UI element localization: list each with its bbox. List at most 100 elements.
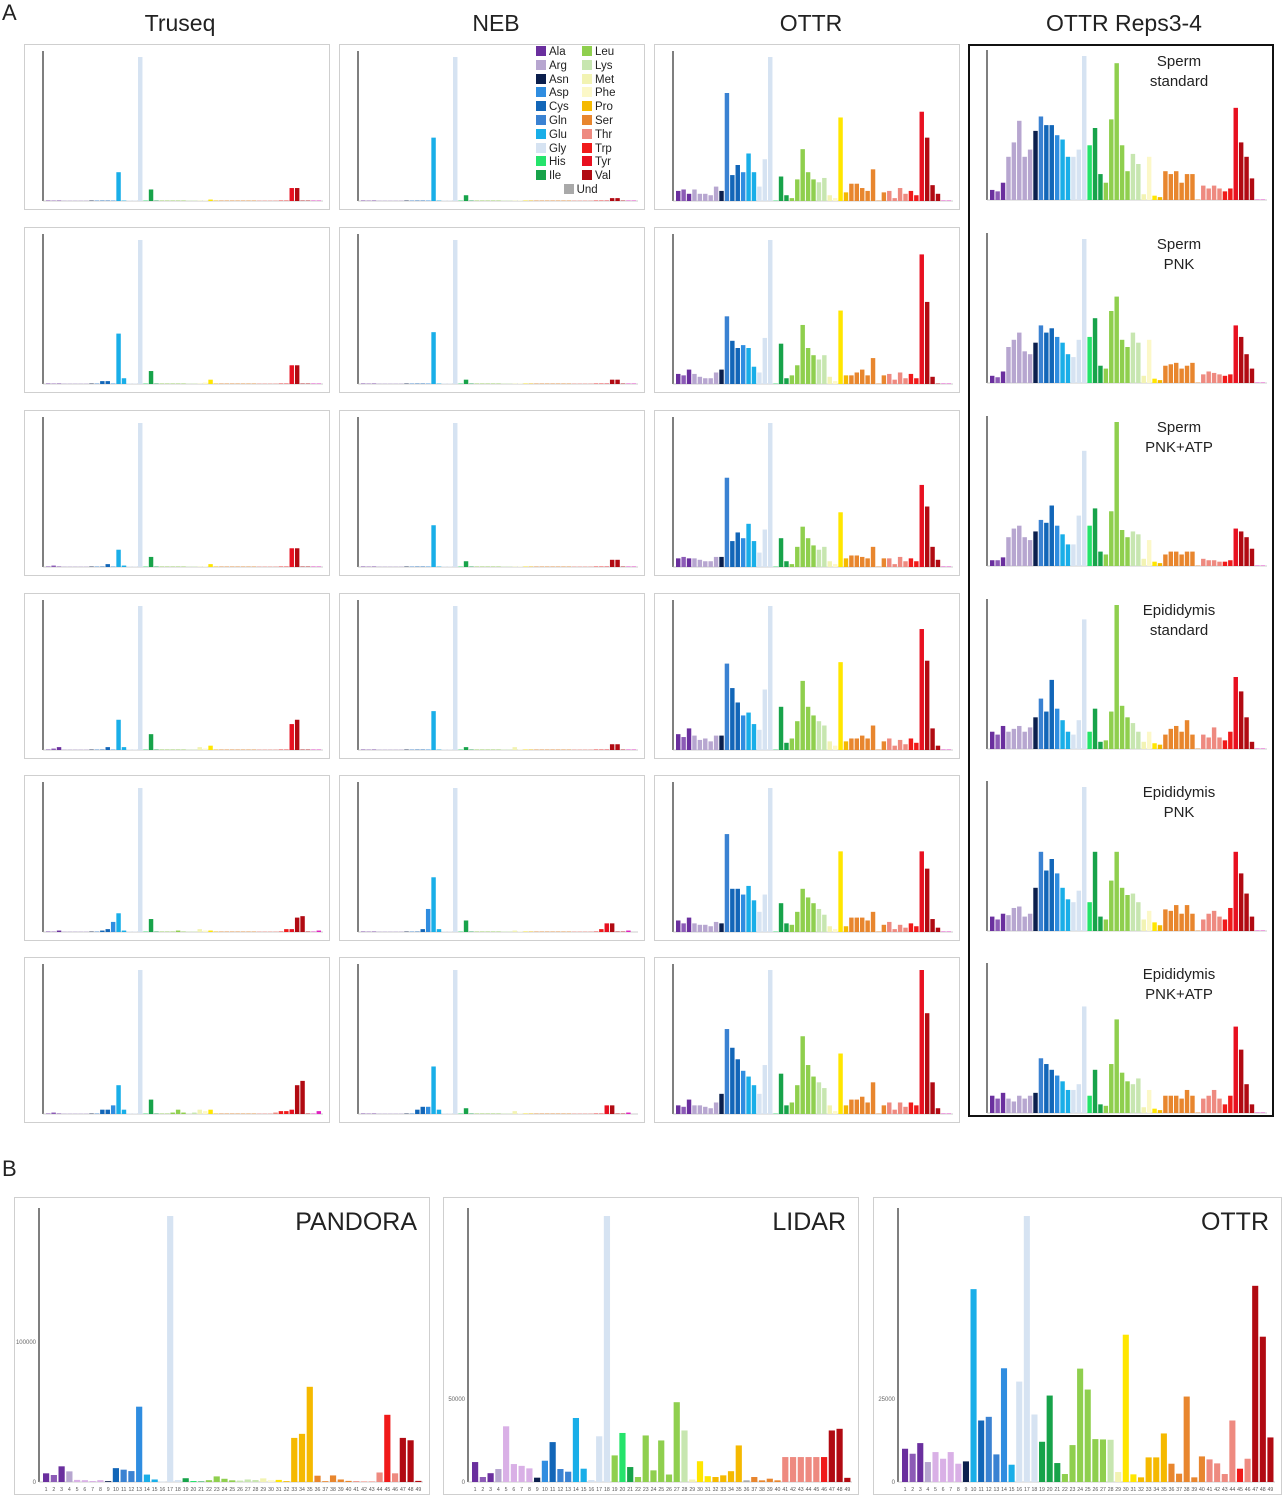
bar xyxy=(1244,1084,1249,1113)
bar xyxy=(811,715,816,750)
bar xyxy=(1206,560,1211,566)
bar xyxy=(914,1105,919,1114)
bar xyxy=(908,190,914,201)
bar xyxy=(870,358,876,384)
x-tick-label: 11 xyxy=(121,1487,126,1493)
x-tick-label: 4 xyxy=(926,1487,929,1493)
bar xyxy=(121,747,127,750)
bar xyxy=(881,1105,887,1114)
legend-label: Asn xyxy=(549,73,569,86)
bar xyxy=(463,920,469,932)
x-tick-label: 2 xyxy=(52,1487,55,1493)
y-tick-label: 25000 xyxy=(878,1397,895,1403)
x-tick-label: 43 xyxy=(369,1487,375,1493)
bar xyxy=(897,1102,903,1114)
bar xyxy=(534,1477,541,1482)
bar xyxy=(1060,720,1065,749)
bar xyxy=(431,877,436,932)
bar xyxy=(768,970,773,1114)
x-tick-label: 8 xyxy=(528,1487,531,1493)
bar xyxy=(431,525,436,567)
bar xyxy=(479,1477,486,1482)
bar xyxy=(740,345,746,384)
bar xyxy=(832,929,838,932)
bar xyxy=(778,1073,784,1114)
bar xyxy=(1082,619,1087,749)
x-tick-label: 2 xyxy=(911,1487,914,1493)
bar xyxy=(1136,902,1141,931)
bar xyxy=(1228,560,1233,566)
legend-swatch xyxy=(582,156,592,167)
bar xyxy=(1214,1463,1221,1482)
x-tick-label: 26 xyxy=(1092,1487,1098,1493)
condition-label: Sperm PNK+ATP xyxy=(1119,418,1239,458)
bar xyxy=(1011,528,1017,566)
bar xyxy=(995,191,1000,200)
bar xyxy=(713,372,719,384)
bar xyxy=(908,373,914,384)
x-tick-label: 21 xyxy=(627,1487,633,1493)
bar xyxy=(1103,1105,1109,1113)
bar xyxy=(713,556,719,567)
bar xyxy=(1130,893,1136,931)
bar xyxy=(914,926,919,932)
bar xyxy=(903,561,908,567)
bar xyxy=(1141,194,1146,200)
x-tick-label: 8 xyxy=(957,1487,960,1493)
bar xyxy=(1141,558,1146,566)
bar xyxy=(730,688,735,750)
bar xyxy=(870,169,876,201)
bar xyxy=(1184,174,1190,200)
bar xyxy=(1236,1468,1244,1482)
bar xyxy=(1157,744,1163,749)
x-tick-label: 37 xyxy=(1176,1487,1182,1493)
bar xyxy=(1103,919,1109,931)
bar xyxy=(294,188,300,201)
bar xyxy=(138,240,143,384)
bar xyxy=(1244,354,1249,383)
bar xyxy=(784,378,789,384)
bar-chart-svg xyxy=(672,782,953,933)
bar xyxy=(609,198,615,201)
bar xyxy=(789,564,795,567)
bar xyxy=(1065,354,1071,383)
bar xyxy=(1217,188,1222,200)
bar-panel-r2-c0 xyxy=(24,410,330,576)
bar xyxy=(1190,174,1195,200)
bar xyxy=(580,1468,587,1482)
bar xyxy=(512,747,517,750)
bar xyxy=(1060,342,1065,383)
panel-letter-b: B xyxy=(2,1156,17,1181)
bar xyxy=(415,1109,420,1114)
bar-panel-r4-c3 xyxy=(969,775,1273,939)
bar xyxy=(832,745,838,750)
bar xyxy=(849,183,854,201)
bar xyxy=(1082,1006,1087,1113)
bar xyxy=(197,929,202,932)
bar xyxy=(1049,1069,1054,1113)
bar xyxy=(1006,731,1011,749)
bar xyxy=(116,172,121,201)
bar xyxy=(431,137,436,201)
x-tick-label: 4 xyxy=(497,1487,500,1493)
bar xyxy=(1098,916,1103,931)
bar xyxy=(289,188,294,201)
bar xyxy=(110,921,116,932)
bar xyxy=(425,1106,431,1114)
bar xyxy=(854,183,860,201)
bar xyxy=(1049,328,1054,383)
bar xyxy=(1103,740,1109,749)
bar-panel-r2-c2 xyxy=(654,410,960,576)
bar xyxy=(924,868,930,932)
bar xyxy=(828,1430,835,1482)
bar xyxy=(1071,734,1076,749)
bar xyxy=(914,378,919,384)
bar xyxy=(1198,1456,1205,1482)
bar xyxy=(291,1437,298,1482)
bar-panel-r3-c1 xyxy=(339,593,645,759)
bar xyxy=(148,1099,154,1114)
bar xyxy=(1109,311,1114,383)
x-tick-label: 9 xyxy=(536,1487,539,1493)
bar xyxy=(105,1481,112,1482)
bar xyxy=(1109,1064,1114,1113)
